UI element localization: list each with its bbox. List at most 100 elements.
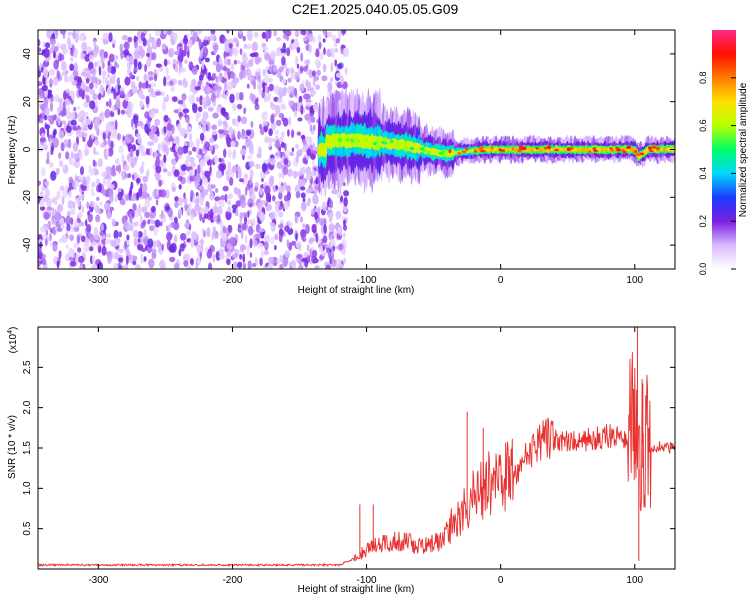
- noise-blob: [300, 201, 307, 211]
- snr-y-ticks: 0.5 1.0 1.5 2.0 2.5: [22, 360, 675, 536]
- noise-blob: [304, 113, 311, 121]
- noise-blob: [155, 172, 161, 181]
- noise-blob: [201, 59, 205, 70]
- noise-blob: [301, 177, 307, 186]
- signal-peak: [627, 145, 632, 149]
- noise-blob: [325, 264, 331, 269]
- noise-blob: [140, 214, 143, 224]
- noise-blob: [72, 201, 76, 210]
- noise-blob: [277, 98, 283, 103]
- noise-blob: [274, 202, 279, 212]
- noise-blob: [43, 142, 47, 147]
- noise-blob: [156, 153, 162, 158]
- noise-blob: [155, 157, 161, 168]
- noise-blob: [243, 43, 247, 49]
- noise-blob: [90, 181, 96, 188]
- noise-blob: [137, 231, 143, 238]
- noise-blob: [78, 175, 83, 181]
- noise-blob: [261, 111, 268, 122]
- noise-blob: [73, 62, 78, 71]
- noise-blob: [134, 238, 137, 247]
- noise-blob: [75, 197, 80, 204]
- noise-blob: [227, 193, 233, 200]
- snr-multiplier-label: (x104): [7, 327, 19, 354]
- noise-blob: [299, 83, 305, 93]
- noise-blob: [179, 243, 185, 252]
- noise-blob: [43, 47, 50, 59]
- noise-blob: [105, 147, 110, 157]
- noise-blob: [86, 175, 91, 184]
- noise-blob: [152, 240, 158, 248]
- noise-blob: [222, 129, 229, 135]
- noise-blob: [191, 78, 197, 88]
- noise-blob: [253, 81, 256, 90]
- noise-blob: [306, 81, 312, 92]
- noise-blob: [147, 238, 154, 248]
- signal-peak: [546, 145, 552, 150]
- noise-blob: [158, 179, 162, 187]
- noise-blob: [273, 30, 278, 37]
- noise-blob: [272, 65, 277, 73]
- noise-blob: [141, 82, 147, 89]
- noise-blob: [280, 200, 284, 208]
- noise-blob: [326, 31, 333, 38]
- noise-blob: [247, 155, 253, 160]
- noise-blob: [49, 38, 57, 46]
- noise-blob: [195, 197, 200, 208]
- noise-blob: [208, 262, 212, 269]
- noise-blob: [286, 47, 291, 57]
- noise-blob: [254, 55, 261, 65]
- noise-blob: [91, 263, 98, 269]
- noise-blob: [130, 195, 137, 202]
- noise-blob: [203, 177, 208, 186]
- noise-blob: [62, 30, 66, 39]
- noise-blob: [178, 47, 183, 58]
- noise-blob: [129, 72, 133, 80]
- noise-blob: [259, 214, 263, 220]
- noise-blob: [174, 234, 178, 244]
- noise-blob: [62, 190, 68, 198]
- noise-blob: [236, 103, 243, 110]
- snr-panel: -300 -200 -100 0 100 0.51.01.52.02.5 (x104) …: [7, 326, 676, 595]
- noise-blob: [184, 142, 188, 147]
- noise-blob: [265, 170, 270, 175]
- noise-blob: [155, 63, 162, 68]
- noise-blob: [188, 150, 193, 156]
- noise-blob: [240, 148, 247, 156]
- noise-blob: [278, 112, 284, 119]
- noise-blob: [143, 73, 148, 82]
- signal-peak: [490, 145, 494, 150]
- noise-blob: [296, 46, 301, 54]
- signal-peak: [345, 138, 350, 142]
- noise-blob: [118, 145, 124, 154]
- noise-blob: [100, 85, 104, 96]
- noise-blob: [58, 130, 65, 140]
- signal-peak: [610, 148, 615, 152]
- noise-blob: [166, 232, 173, 242]
- noise-blob: [225, 133, 230, 143]
- noise-blob: [45, 75, 49, 86]
- noise-blob: [154, 219, 161, 228]
- noise-blob: [261, 31, 267, 39]
- noise-blob: [80, 71, 87, 77]
- snr-y-tick-label: 1.5: [22, 441, 33, 455]
- noise-blob: [211, 124, 217, 130]
- noise-blob: [184, 59, 188, 64]
- noise-blob: [59, 185, 65, 192]
- noise-blob: [202, 230, 207, 238]
- noise-blob: [121, 34, 128, 41]
- noise-blob: [232, 47, 239, 57]
- noise-blob: [338, 30, 342, 41]
- noise-blob: [280, 223, 283, 229]
- noise-blob: [117, 262, 122, 269]
- noise-blob: [140, 253, 144, 264]
- noise-blob: [218, 163, 225, 173]
- noise-blob: [282, 117, 289, 127]
- noise-blob: [184, 201, 187, 209]
- noise-blob: [242, 223, 247, 231]
- noise-blob: [305, 223, 310, 235]
- noise-blob: [287, 77, 292, 83]
- noise-blob: [69, 217, 74, 225]
- noise-blob: [218, 157, 223, 163]
- noise-blob: [76, 235, 81, 244]
